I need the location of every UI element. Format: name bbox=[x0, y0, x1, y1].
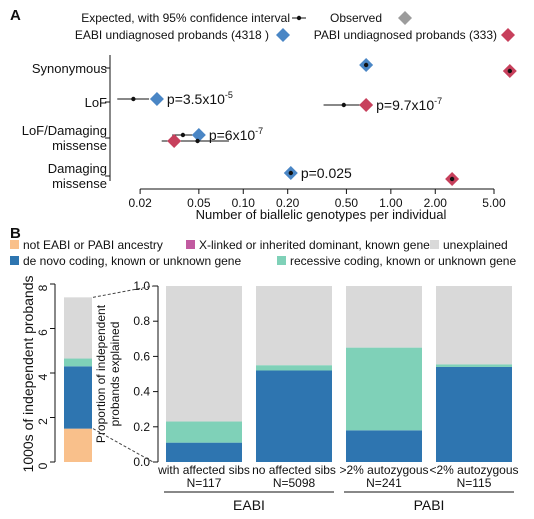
bar-segment bbox=[346, 347, 422, 431]
panel-b-left-y-tick-label: 6 bbox=[36, 329, 50, 336]
expected-point bbox=[363, 62, 369, 68]
left-bar-segment bbox=[64, 297, 92, 359]
p-value-label: p=9.7x10-7 bbox=[376, 96, 442, 113]
p-value-exponent: -7 bbox=[434, 96, 442, 106]
bar-category-label: no affected sibs bbox=[252, 463, 336, 477]
panel-b-left-y-tick-label: 0 bbox=[36, 462, 50, 469]
legend-label: not EABI or PABI ancestry bbox=[23, 238, 163, 252]
expected-point bbox=[288, 170, 294, 176]
panel-b-right-y-tick-label: 0.4 bbox=[133, 385, 150, 399]
panel-a-x-axis-title: Number of biallelic genotypes per indivi… bbox=[196, 207, 447, 222]
bar-segment bbox=[256, 286, 332, 366]
legend-label: recessive coding, known or unknown gene bbox=[290, 254, 516, 268]
bar-segment bbox=[346, 286, 422, 348]
category-label: missense bbox=[52, 138, 107, 153]
legend-expected-dot bbox=[296, 15, 302, 21]
panel-a-x-tick-label: 0.02 bbox=[128, 196, 152, 210]
bar-segment bbox=[346, 430, 422, 462]
panel-a-x-tick-label: 5.00 bbox=[482, 196, 506, 210]
observed-point bbox=[167, 134, 182, 148]
category-label: missense bbox=[52, 176, 107, 191]
legend-eabi-diamond bbox=[276, 28, 290, 42]
legend-label: unexplained bbox=[443, 238, 508, 252]
legend-label: X-linked or inherited dominant, known ge… bbox=[199, 238, 430, 252]
bar-category-label: >2% autozygous bbox=[339, 463, 428, 477]
legend-eabi-label: EABI undiagnosed probands (4318 ) bbox=[75, 28, 269, 42]
category-label: Synonymous bbox=[32, 61, 108, 76]
bar-n-label: N=5098 bbox=[273, 476, 316, 490]
legend-observed-diamond bbox=[398, 11, 412, 25]
expected-point bbox=[180, 132, 186, 138]
panel-b-right-y-axis-title: probands explained bbox=[108, 322, 122, 427]
bar-segment bbox=[436, 286, 512, 365]
bar-segment bbox=[256, 365, 332, 371]
p-value-label: p=6x10-7 bbox=[209, 126, 263, 143]
legend-label: de novo coding, known or unknown gene bbox=[23, 254, 241, 268]
panel-label-b: B bbox=[10, 225, 21, 242]
bar-segment bbox=[166, 421, 242, 443]
p-value-exponent: -7 bbox=[255, 126, 263, 136]
observed-point bbox=[359, 98, 374, 112]
p-value-exponent: -5 bbox=[225, 90, 233, 100]
legend-swatch bbox=[277, 256, 286, 265]
bar-n-label: N=241 bbox=[366, 476, 402, 490]
group-label: PABI bbox=[414, 497, 445, 513]
legend-swatch bbox=[10, 240, 19, 249]
bar-segment bbox=[436, 364, 512, 367]
panel-b-right-y-tick-label: 0.8 bbox=[133, 314, 150, 328]
legend-observed-label: Observed bbox=[330, 11, 382, 25]
group-label: EABI bbox=[233, 497, 265, 513]
p-value-label: p=0.025 bbox=[301, 165, 352, 181]
legend-expected-label: Expected, with 95% confidence interval bbox=[81, 11, 290, 25]
bar-segment bbox=[166, 442, 242, 462]
category-label: Damaging bbox=[48, 161, 107, 176]
bar-n-label: N=115 bbox=[457, 476, 492, 490]
zoom-connector-top bbox=[92, 285, 154, 298]
legend-pabi-label: PABI undiagnosed probands (333) bbox=[314, 28, 497, 42]
expected-point bbox=[341, 102, 347, 108]
panel-a-x-tick-label: 0.10 bbox=[232, 196, 256, 210]
expected-point bbox=[131, 96, 136, 102]
left-bar-segment bbox=[64, 358, 92, 367]
observed-point bbox=[149, 92, 164, 106]
expected-point bbox=[449, 176, 455, 182]
bar-n-label: N=117 bbox=[187, 476, 222, 490]
panel-a-x-tick-label: 0.20 bbox=[276, 196, 300, 210]
left-bar-segment bbox=[64, 366, 92, 429]
legend-swatch bbox=[186, 240, 195, 249]
observed-point bbox=[191, 128, 206, 142]
panel-a-x-tick-label: 0.05 bbox=[187, 196, 211, 210]
expected-point bbox=[195, 138, 200, 144]
bar-segment bbox=[256, 370, 332, 462]
p-value-label: p=3.5x10-5 bbox=[167, 90, 233, 107]
legend-pabi-diamond bbox=[501, 28, 515, 42]
panel-b-right-y-axis-title: Proportion of independent bbox=[94, 304, 108, 443]
panel-b-right-y-tick-label: 0.2 bbox=[133, 420, 150, 434]
panel-b-left-y-tick-label: 8 bbox=[36, 284, 50, 291]
legend-swatch bbox=[10, 256, 19, 265]
panel-b-right-y-tick-label: 0.6 bbox=[133, 349, 150, 363]
panel-b-left-y-tick-label: 2 bbox=[36, 418, 50, 425]
expected-point bbox=[507, 68, 513, 74]
panel-b-left-y-axis-title: 1000s of independent probands bbox=[20, 276, 36, 473]
panel-b-right-y-tick-label: 0.0 bbox=[133, 455, 150, 469]
zoom-connector-bottom bbox=[92, 428, 154, 463]
panel-b-left-y-tick-label: 4 bbox=[36, 373, 50, 380]
bar-category-label: with affected sibs bbox=[157, 463, 250, 477]
legend-swatch bbox=[430, 240, 439, 249]
panel-a-x-tick-label: 1.00 bbox=[379, 196, 403, 210]
bar-segment bbox=[436, 366, 512, 462]
bar-category-label: <2% autozygous bbox=[429, 463, 518, 477]
category-label: LoF/Damaging bbox=[22, 123, 107, 138]
panel-a-x-tick-label: 0.50 bbox=[335, 196, 359, 210]
bar-segment bbox=[166, 286, 242, 422]
category-label: LoF bbox=[85, 95, 107, 110]
panel-a-x-tick-label: 2.00 bbox=[424, 196, 448, 210]
panel-b-right-y-tick-label: 1.0 bbox=[133, 279, 150, 293]
left-bar-segment bbox=[64, 428, 92, 462]
panel-label-a: A bbox=[10, 7, 21, 24]
